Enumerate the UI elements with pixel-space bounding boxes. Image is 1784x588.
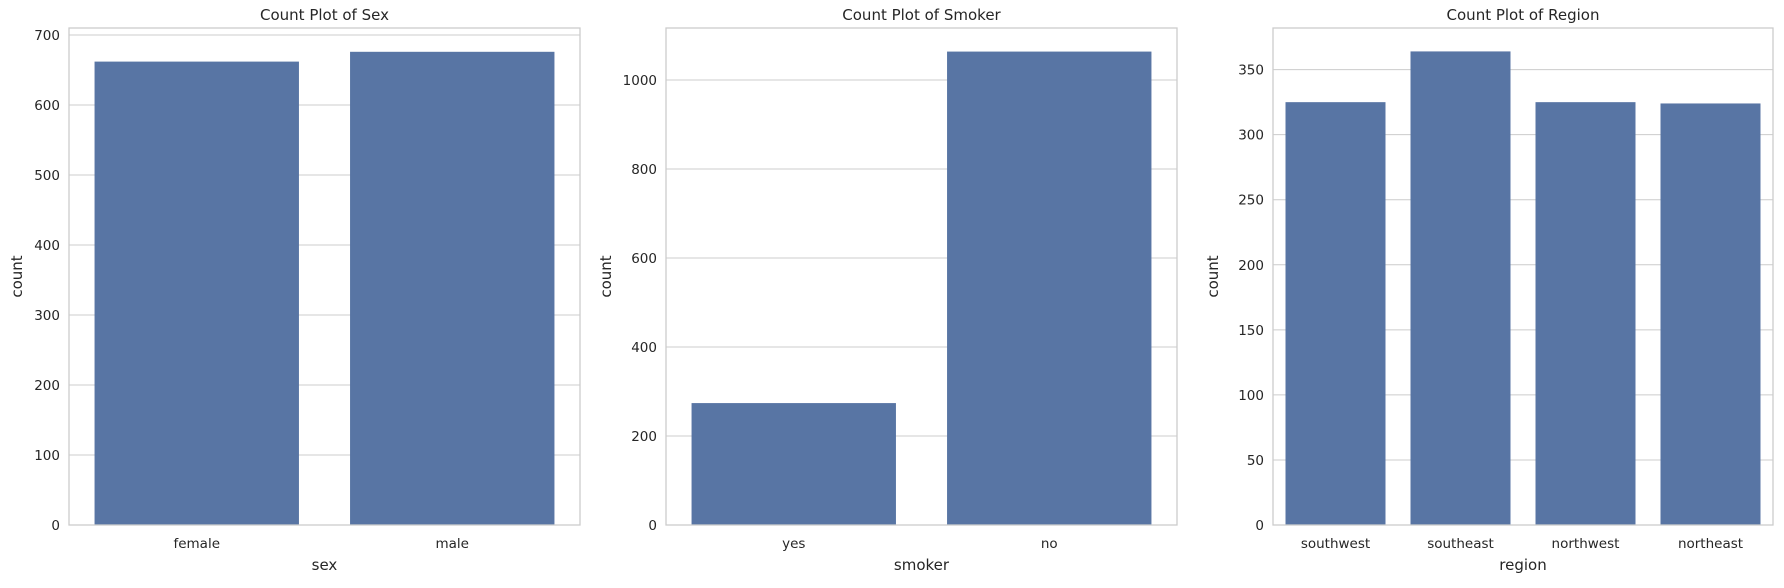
y-tick-label: 200 bbox=[631, 429, 657, 445]
x-tick-label: yes bbox=[782, 536, 805, 552]
y-tick-label: 300 bbox=[1238, 128, 1264, 144]
y-tick-label: 100 bbox=[1238, 388, 1264, 404]
y-tick-label: 150 bbox=[1238, 323, 1264, 339]
chart-title: Count Plot of Sex bbox=[260, 6, 389, 24]
y-tick-label: 200 bbox=[34, 378, 60, 394]
y-tick-label: 0 bbox=[51, 518, 60, 534]
bar-southwest bbox=[1285, 102, 1386, 526]
bar-no bbox=[947, 51, 1152, 526]
y-axis-label: count bbox=[8, 255, 26, 297]
y-axis-label: count bbox=[1204, 255, 1222, 297]
y-tick-label: 0 bbox=[648, 518, 657, 534]
x-axis-label: region bbox=[1499, 556, 1546, 574]
x-tick-label: southeast bbox=[1427, 536, 1494, 552]
chart-panel-3: 0 50 100 150 200 250 300 350 southwest southeast n… bbox=[1204, 6, 1774, 574]
x-tick-label: southwest bbox=[1301, 536, 1370, 552]
y-tick-label: 0 bbox=[1255, 518, 1264, 534]
bar-southeast bbox=[1410, 51, 1511, 525]
x-tick-label: northwest bbox=[1552, 536, 1620, 552]
x-tick-label: female bbox=[173, 536, 220, 552]
y-tick-label: 600 bbox=[34, 98, 60, 114]
bar-female bbox=[94, 61, 299, 525]
x-axis-label: sex bbox=[312, 556, 338, 574]
x-tick-label: no bbox=[1041, 536, 1058, 552]
axes-frame-1 bbox=[68, 27, 581, 526]
axes-frame-3 bbox=[1272, 27, 1774, 526]
y-tick-label: 800 bbox=[631, 162, 657, 178]
x-tick-label: northeast bbox=[1678, 536, 1743, 552]
y-axis-label: count bbox=[597, 255, 615, 297]
y-tick-label: 300 bbox=[34, 308, 60, 324]
y-tick-label: 100 bbox=[34, 448, 60, 464]
bar-northeast bbox=[1660, 103, 1761, 526]
y-tick-label: 400 bbox=[631, 340, 657, 356]
chart-title: Count Plot of Smoker bbox=[842, 6, 1001, 24]
x-tick-label: male bbox=[436, 536, 469, 552]
bar-yes bbox=[691, 403, 896, 525]
chart-title: Count Plot of Region bbox=[1447, 6, 1600, 24]
chart-panel-2: 0 200 400 600 800 1000 yes no Count Plot of Smok… bbox=[597, 6, 1178, 574]
y-tick-label: 350 bbox=[1238, 63, 1264, 79]
y-tick-label: 600 bbox=[631, 251, 657, 267]
x-axis-label: smoker bbox=[894, 556, 950, 574]
y-tick-label: 200 bbox=[1238, 258, 1264, 274]
y-tick-label: 500 bbox=[34, 168, 60, 184]
y-tick-label: 250 bbox=[1238, 193, 1264, 209]
bar-male bbox=[350, 51, 555, 526]
y-tick-label: 400 bbox=[34, 238, 60, 254]
y-tick-label: 1000 bbox=[623, 73, 657, 89]
bar-northwest bbox=[1535, 102, 1636, 526]
chart-panel-1: 0 100 200 300 400 500 600 700 female male Count Pl… bbox=[8, 6, 581, 574]
axes-frame-2 bbox=[665, 27, 1178, 526]
y-tick-label: 50 bbox=[1247, 453, 1264, 469]
y-tick-label: 700 bbox=[34, 28, 60, 44]
